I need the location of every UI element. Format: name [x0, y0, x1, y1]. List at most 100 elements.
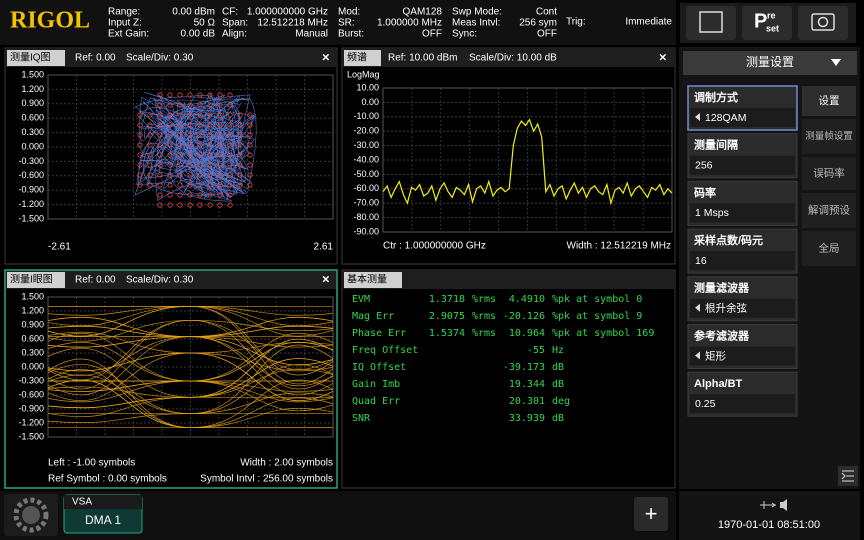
eye-trace — [48, 364, 333, 415]
constellation-symbol — [237, 172, 243, 178]
param-value: 50 Ω — [194, 18, 216, 29]
menu-dropdown[interactable] — [683, 51, 857, 75]
param-value: Immediate — [625, 17, 672, 28]
symbol-intvl-label: Symbol Intvl : 256.00 symbols — [200, 474, 333, 485]
metric-rms: 1.3718 — [429, 294, 465, 305]
metric-name: EVM — [352, 294, 370, 305]
menu-item-label: 测量滤波器 — [694, 281, 750, 295]
constellation-symbol — [177, 152, 183, 158]
screenshot-button[interactable] — [798, 6, 848, 40]
param-label: SR: — [338, 18, 355, 29]
menu-item-value: 0.25 — [695, 398, 716, 410]
constellation-symbol — [197, 122, 203, 128]
y-tick-label: 0.300 — [21, 127, 44, 137]
constellation-symbol — [217, 132, 223, 138]
constellation-symbol — [187, 102, 193, 108]
param-value: 1.000000 MHz — [377, 18, 442, 29]
y-tick-label: 0.000 — [21, 361, 44, 371]
y-tick-label: 0.000 — [21, 141, 44, 151]
menu-item-label: 调制方式 — [694, 90, 738, 104]
eye-trace — [48, 305, 333, 316]
metric-name: Phase Err — [352, 328, 406, 339]
param-label: Sync: — [452, 29, 477, 40]
constellation-symbol — [227, 142, 233, 148]
constellation-symbol — [147, 112, 153, 118]
view-icon — [699, 11, 723, 33]
y-tick-label: -0.600 — [18, 389, 44, 399]
close-button[interactable]: × — [659, 49, 667, 64]
metric-rms-unit: %rms — [472, 328, 496, 339]
constellation-symbol — [217, 162, 223, 168]
mute-icon — [780, 499, 787, 511]
preset-button[interactable] — [742, 6, 792, 40]
y-tick-label: 0.900 — [21, 98, 44, 108]
preset-set: set — [766, 23, 779, 33]
close-button[interactable]: × — [322, 271, 330, 286]
constellation-symbol — [197, 192, 203, 198]
constellation-symbol — [217, 102, 223, 108]
constellation-symbol — [187, 122, 193, 128]
y-tick-label: 10.00 — [356, 82, 379, 92]
menu-tab[interactable] — [802, 86, 856, 116]
panel-tab[interactable] — [7, 272, 65, 288]
constellation-symbol — [237, 152, 243, 158]
constellation-symbol — [197, 142, 203, 148]
param-value: 0.00 dBm — [172, 7, 215, 18]
constellation-symbol — [197, 132, 203, 138]
menu-tab[interactable] — [802, 231, 856, 266]
view-button[interactable] — [686, 6, 736, 40]
constellation-symbol — [217, 152, 223, 158]
constellation-symbol — [247, 122, 253, 128]
constellation-symbol — [157, 202, 163, 208]
menu-item-value-box — [690, 346, 795, 366]
camera-icon — [811, 13, 835, 31]
ref-symbol-label: Ref Symbol : 0.00 symbols — [48, 474, 167, 485]
menu-tab[interactable] — [802, 119, 856, 154]
close-button[interactable]: × — [322, 49, 330, 64]
constellation-symbol — [207, 162, 213, 168]
eye-trace — [48, 338, 333, 398]
constellation-symbol — [147, 152, 153, 158]
y-tick-label: 0.600 — [21, 113, 44, 123]
metric-rms: 2.9075 — [429, 311, 465, 322]
metric-name: IQ Offset — [352, 362, 406, 373]
status-area — [679, 491, 860, 540]
constellation-symbol — [187, 152, 193, 158]
constellation-symbol — [157, 132, 163, 138]
param-value: 1.000000000 GHz — [247, 7, 328, 18]
menu-item-value-box — [690, 155, 795, 175]
metric-pk-unit: %pk at symbol 0 — [552, 294, 642, 305]
metric-name: SNR — [352, 413, 371, 424]
menu-tab[interactable] — [802, 157, 856, 190]
constellation-symbol — [167, 112, 173, 118]
constellation-symbol — [137, 132, 143, 138]
metric-pk: -55 — [527, 345, 545, 356]
y-tick-label: 1.200 — [21, 305, 44, 315]
y-tick-label: -30.00 — [353, 140, 379, 150]
panel-tab[interactable] — [344, 272, 402, 288]
constellation-symbol — [137, 182, 143, 188]
y-tick-label: -20.00 — [353, 126, 379, 136]
add-button[interactable] — [634, 497, 668, 531]
menu-item-value: 16 — [695, 255, 707, 267]
panel-tab[interactable] — [344, 50, 381, 66]
param-value: Manual — [295, 29, 328, 40]
metric-rms: 1.5374 — [429, 328, 465, 339]
preset-re: re — [767, 10, 776, 20]
constellation-symbol — [137, 122, 143, 128]
metric-pk-unit: dB — [552, 413, 564, 424]
constellation-symbol — [157, 152, 163, 158]
constellation-symbol — [157, 192, 163, 198]
param-value: 12.512218 MHz — [257, 18, 328, 29]
metric-pk: 20.301 — [509, 396, 545, 407]
constellation-symbol — [247, 162, 253, 168]
param-label: CF: — [222, 7, 238, 18]
constellation-symbol — [187, 142, 193, 148]
constellation-symbol — [237, 132, 243, 138]
metric-pk: 19.344 — [509, 379, 545, 390]
menu-tab[interactable] — [802, 193, 856, 228]
menu-tab-label: 测量帧设置 — [805, 130, 853, 142]
constellation-symbol — [157, 162, 163, 168]
constellation-symbol — [247, 142, 253, 148]
panel-tab[interactable] — [7, 50, 65, 66]
